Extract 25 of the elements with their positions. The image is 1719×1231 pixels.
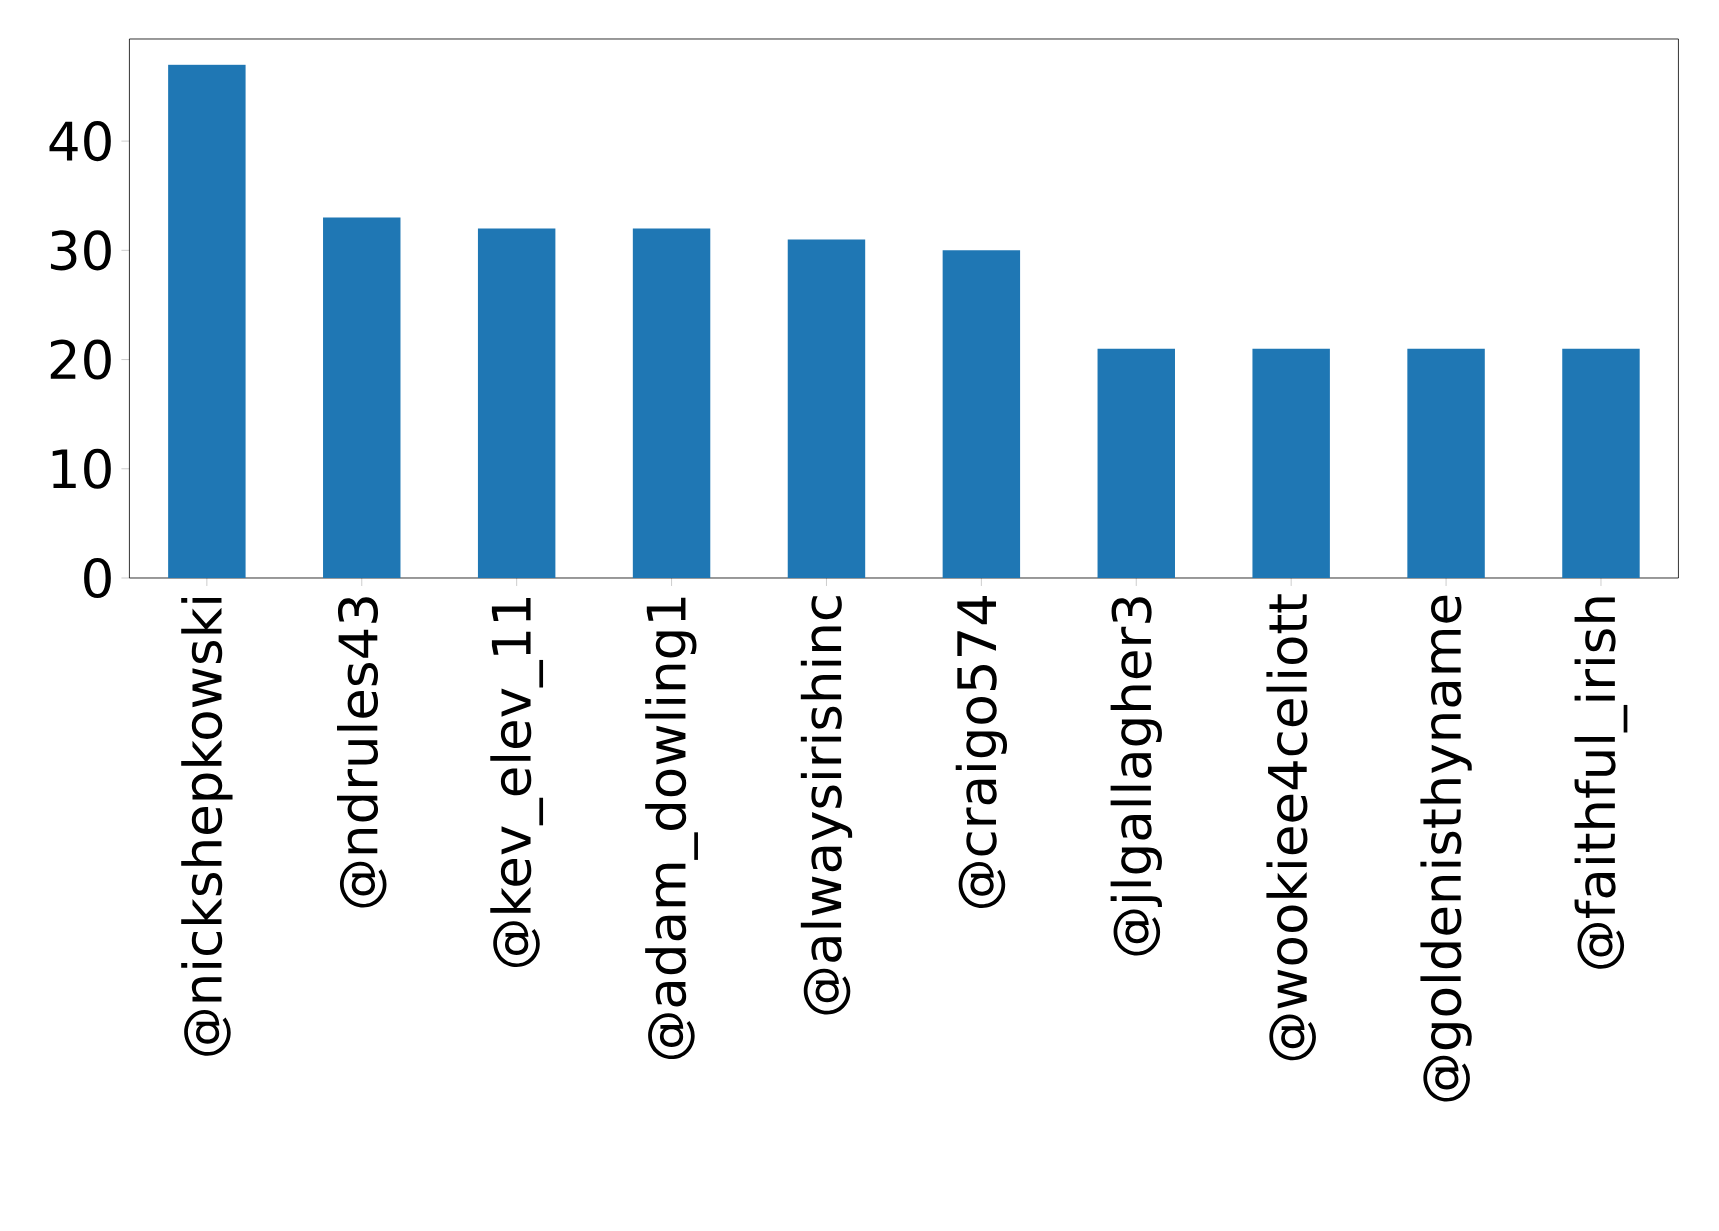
x-tick-label: @wookiee4celiott <box>1266 594 1316 1061</box>
bar <box>477 228 556 578</box>
x-tick-label: @adam_dowling1 <box>645 597 698 1060</box>
x-tick-label: @nickshepkowski <box>181 597 233 1056</box>
bar <box>787 239 866 578</box>
bar <box>942 250 1021 578</box>
y-tick-label: 40 <box>49 121 111 162</box>
y-tick-label: 10 <box>52 448 111 489</box>
y-tick-label: 30 <box>50 230 111 271</box>
x-tick-label: @goldenisthyname <box>1420 595 1472 1102</box>
y-tick-label: 0 <box>84 557 111 599</box>
bar <box>632 228 711 578</box>
bar <box>323 217 401 578</box>
y-tick-label: 20 <box>50 339 111 380</box>
x-tick-label: @craigo574 <box>955 596 1008 908</box>
bar <box>1562 348 1640 578</box>
x-tick-label: @ndrules43 <box>337 597 387 908</box>
x-tick-label: @jlgallagher3 <box>1110 597 1162 956</box>
x-tick-label: @faithful_irish <box>1574 597 1628 969</box>
bar <box>1252 348 1330 578</box>
bar <box>168 64 246 578</box>
x-tick-label: @kev_elev_11 <box>490 597 544 968</box>
bar <box>1097 348 1175 578</box>
x-tick-label: @alwaysirishinc <box>800 596 853 1015</box>
bar <box>1407 348 1485 578</box>
